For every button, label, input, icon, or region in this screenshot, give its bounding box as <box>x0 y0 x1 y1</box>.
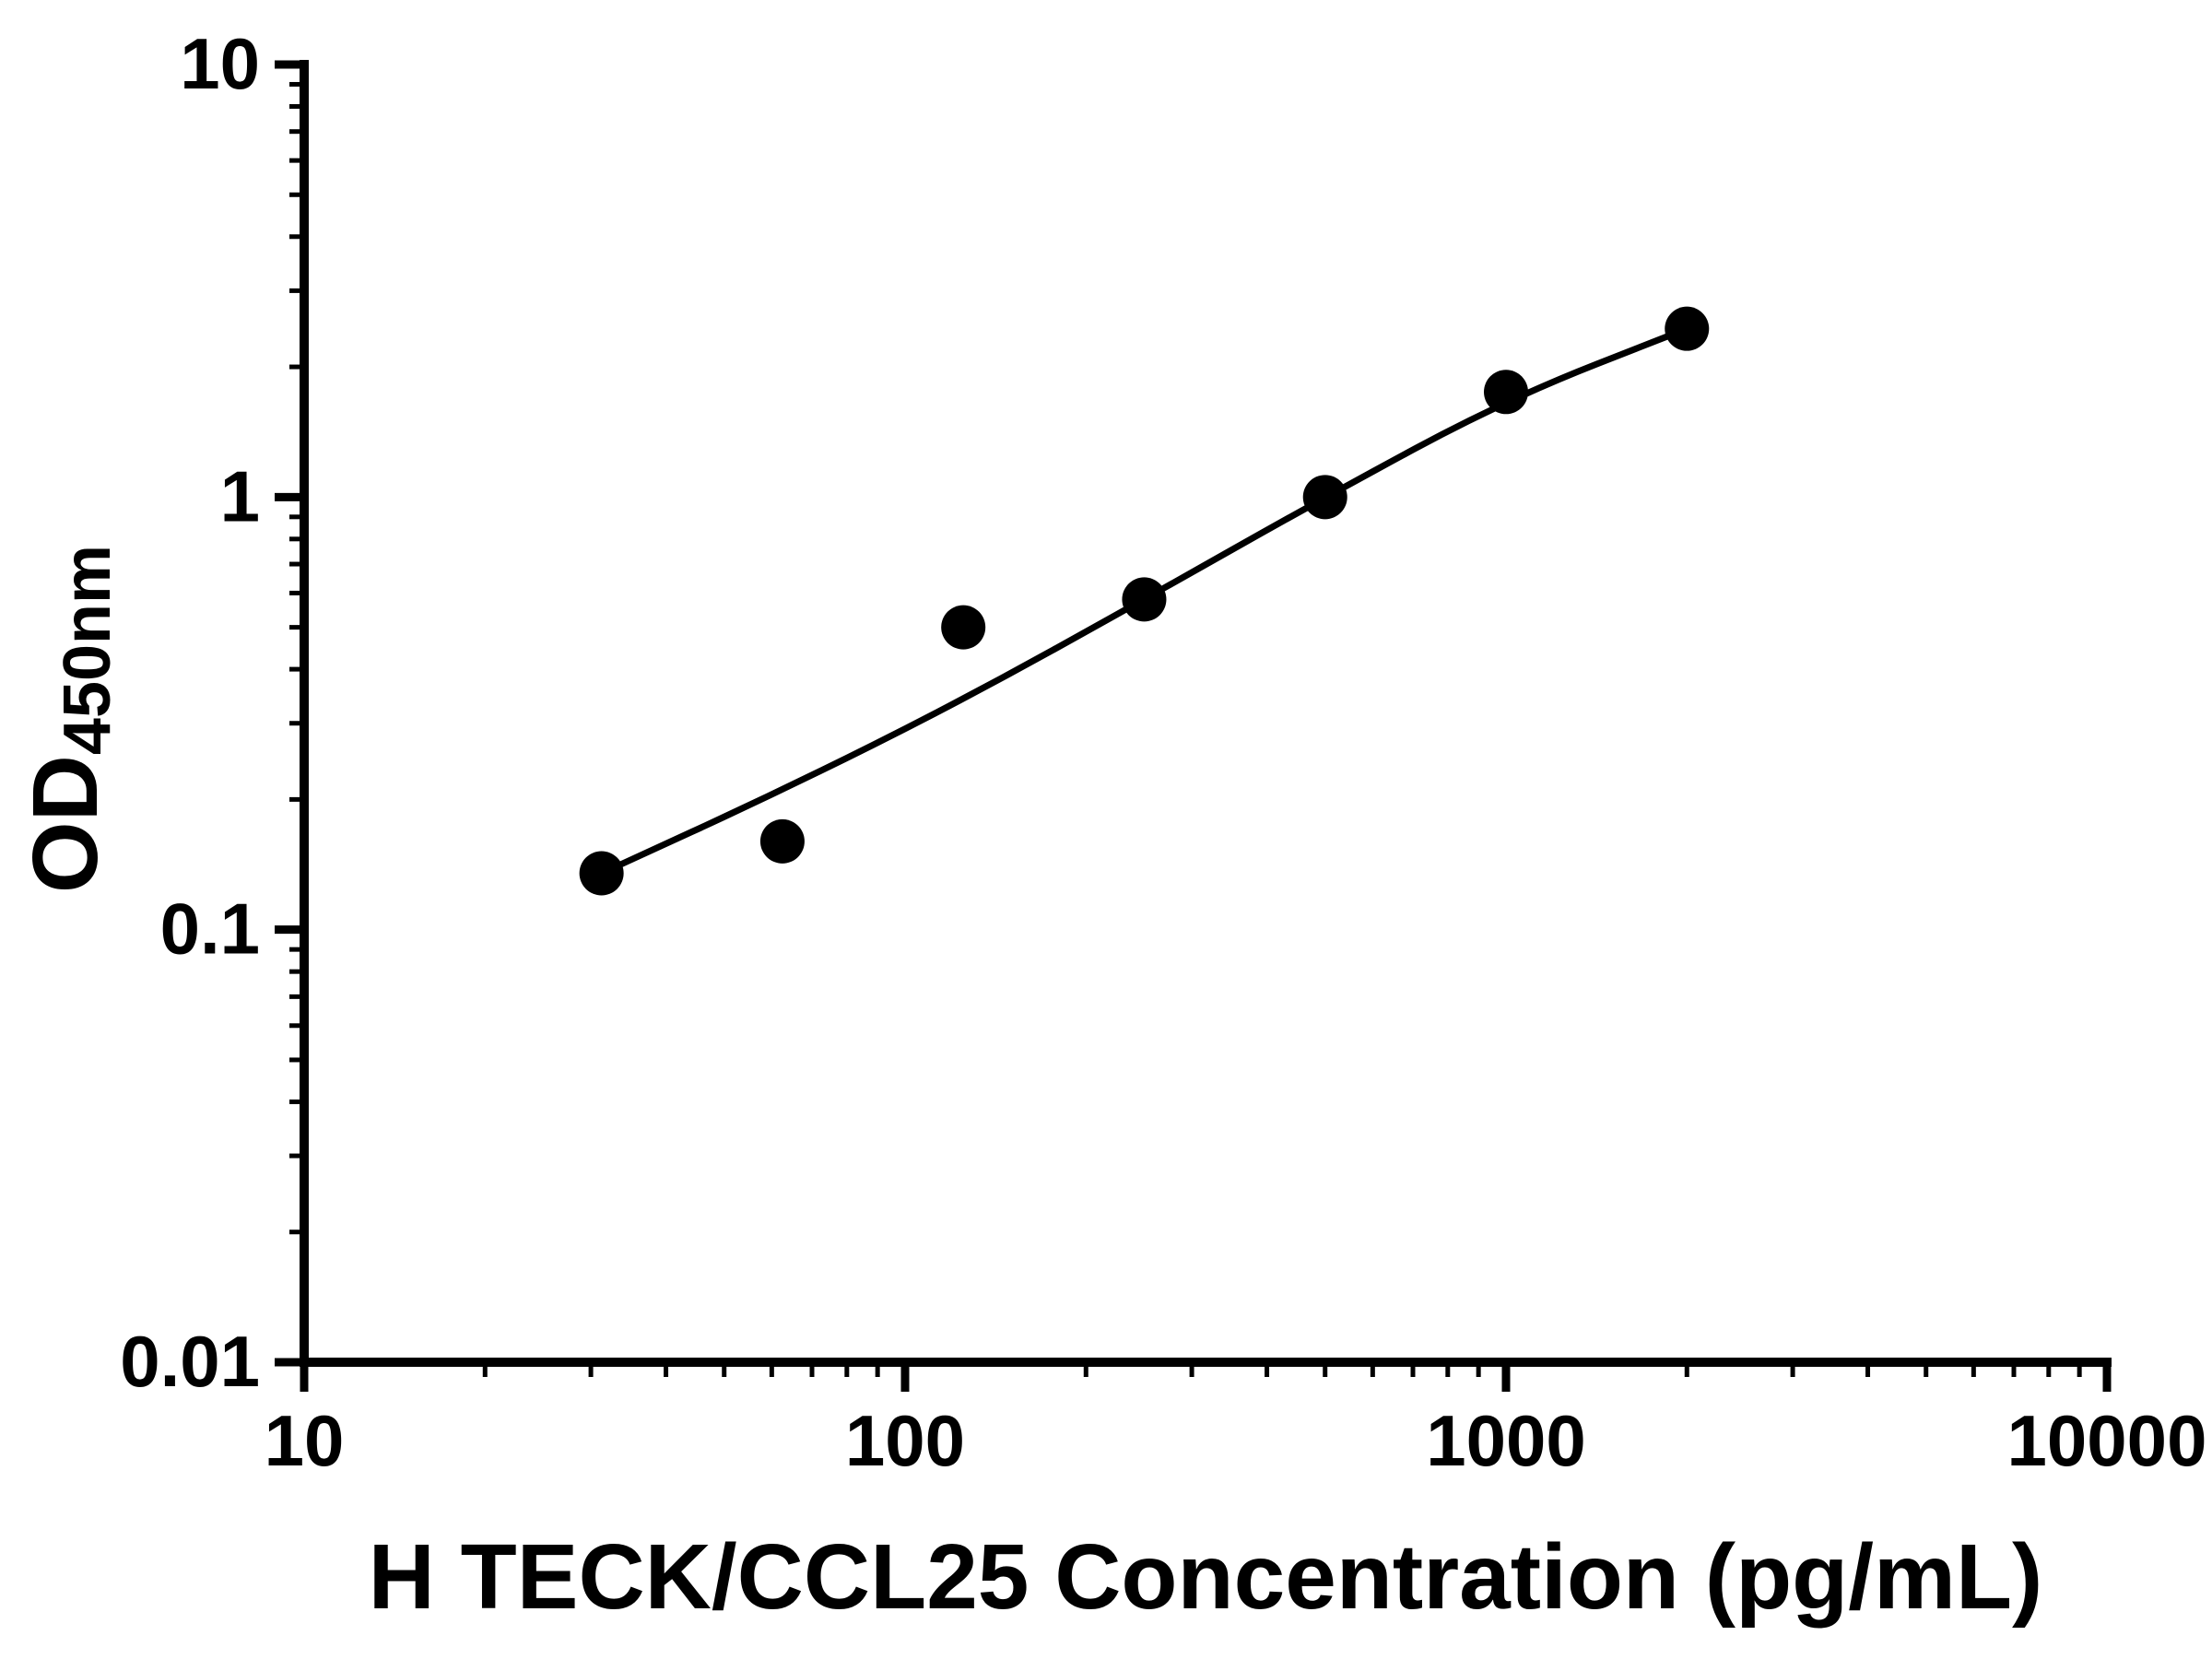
x-tick-label: 1000 <box>1426 1400 1586 1481</box>
data-point <box>1484 370 1528 415</box>
axis-lines <box>300 60 2112 1367</box>
axis-minor-ticks <box>289 81 2082 1377</box>
y-tick-label: 10 <box>180 23 260 104</box>
data-point <box>1302 475 1347 520</box>
y-tick-label: 0.1 <box>160 888 260 970</box>
x-tick-label: 10 <box>265 1400 345 1481</box>
data-point <box>1122 577 1167 622</box>
axis-spine <box>300 60 2112 1367</box>
x-tick-label: 10000 <box>2007 1400 2207 1481</box>
data-point <box>1665 306 1710 351</box>
fit-curve <box>600 325 1688 877</box>
x-tick-label: 100 <box>845 1400 965 1481</box>
axis-major-ticks <box>275 60 2112 1392</box>
data-point <box>941 605 986 650</box>
y-axis-label-subscript: 450nm <box>51 545 124 755</box>
data-point <box>579 851 624 896</box>
y-tick-label: 0.01 <box>120 1321 260 1402</box>
y-axis-label-main: OD <box>14 755 117 893</box>
data-series <box>579 306 1710 896</box>
axis-tick-labels: 10 100 1000 10000 0.01 0.1 1 10 <box>120 23 2206 1481</box>
data-point <box>759 818 805 864</box>
x-axis-label: H TECK/CCL25 Concentration (pg/mL) <box>369 1525 2043 1629</box>
y-axis-label: OD450nm <box>14 545 124 893</box>
y-tick-label: 1 <box>220 455 260 536</box>
